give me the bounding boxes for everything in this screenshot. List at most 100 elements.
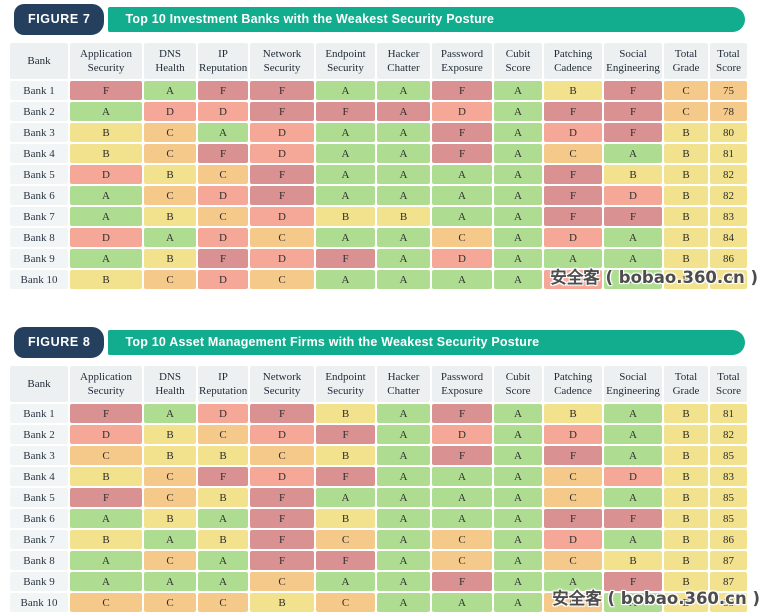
- grade-cell: F: [70, 81, 142, 100]
- total-score-cell: 85: [710, 509, 747, 528]
- grade-cell: F: [250, 509, 314, 528]
- grade-cell: F: [316, 467, 375, 486]
- column-header: Total Grade: [664, 366, 708, 402]
- table-row: Bank 7 A B C D B B A A F F B 83: [10, 207, 747, 226]
- grade-cell: B: [664, 593, 708, 612]
- grade-cell: A: [198, 551, 248, 570]
- grade-cell: F: [604, 81, 662, 100]
- grade-cell: B: [664, 270, 708, 289]
- bank-label: Bank 8: [10, 551, 68, 570]
- grade-cell: D: [198, 404, 248, 423]
- bank-label: Bank 2: [10, 102, 68, 121]
- grade-cell: B: [544, 404, 602, 423]
- grade-cell: A: [494, 551, 542, 570]
- grade-cell: A: [494, 228, 542, 247]
- grade-cell: F: [316, 425, 375, 444]
- bank-label: Bank 2: [10, 425, 68, 444]
- bank-label: Bank 4: [10, 144, 68, 163]
- grade-cell: A: [316, 123, 375, 142]
- column-header: Application Security: [70, 366, 142, 402]
- grade-cell: B: [198, 446, 248, 465]
- grade-cell: A: [432, 207, 492, 226]
- grade-cell: A: [316, 81, 375, 100]
- grade-cell: A: [377, 144, 430, 163]
- grade-cell: F: [432, 404, 492, 423]
- grade-cell: B: [664, 249, 708, 268]
- bank-label: Bank 5: [10, 165, 68, 184]
- bank-label: Bank 4: [10, 467, 68, 486]
- grade-cell: B: [316, 207, 375, 226]
- grade-cell: B: [664, 572, 708, 591]
- grade-cell: A: [198, 572, 248, 591]
- total-score-cell: 86: [710, 530, 747, 549]
- bank-label: Bank 3: [10, 123, 68, 142]
- grade-cell: A: [544, 572, 602, 591]
- grade-cell: B: [544, 81, 602, 100]
- grade-cell: D: [250, 207, 314, 226]
- bank-label: Bank 10: [10, 593, 68, 612]
- grade-cell: A: [70, 186, 142, 205]
- grade-cell: D: [544, 425, 602, 444]
- column-header: Password Exposure: [432, 366, 492, 402]
- table-row: Bank 4 B C F D A A F A C A B 81: [10, 144, 747, 163]
- grade-cell: F: [604, 572, 662, 591]
- grade-cell: A: [494, 509, 542, 528]
- header-row: Bank Application Security DNS Health IP Rep…: [10, 43, 747, 79]
- grade-cell: A: [377, 425, 430, 444]
- grade-cell: C: [250, 572, 314, 591]
- grade-cell: F: [250, 186, 314, 205]
- grade-cell: A: [494, 593, 542, 612]
- grade-cell: A: [316, 488, 375, 507]
- grade-cell: D: [70, 165, 142, 184]
- grade-cell: F: [70, 404, 142, 423]
- column-header: Network Security: [250, 366, 314, 402]
- grade-cell: A: [432, 165, 492, 184]
- grade-cell: A: [70, 551, 142, 570]
- grade-cell: D: [544, 530, 602, 549]
- grade-cell: A: [70, 509, 142, 528]
- bank-label: Bank 1: [10, 81, 68, 100]
- column-header: Hacker Chatter: [377, 43, 430, 79]
- grade-cell: A: [604, 144, 662, 163]
- column-header: Total Score: [710, 366, 747, 402]
- grade-cell: A: [316, 165, 375, 184]
- watermark-figure8: 安全客 ( bobao.360.cn ): [552, 589, 760, 608]
- grade-cell: A: [70, 207, 142, 226]
- column-header: Total Score: [710, 43, 747, 79]
- total-score-cell: 82: [710, 425, 747, 444]
- grade-cell: B: [250, 593, 314, 612]
- grade-cell: F: [250, 81, 314, 100]
- grade-cell: A: [144, 572, 196, 591]
- grade-cell: A: [377, 488, 430, 507]
- grade-cell: A: [377, 249, 430, 268]
- column-header: IP Reputation: [198, 366, 248, 402]
- table-row: Bank 2 A D D F F A D A F F C 78: [10, 102, 747, 121]
- grade-cell: D: [432, 102, 492, 121]
- grade-cell: C: [544, 144, 602, 163]
- grade-cell: F: [316, 102, 375, 121]
- grade-cell: A: [377, 228, 430, 247]
- grade-cell: D: [250, 123, 314, 142]
- grade-cell: A: [377, 165, 430, 184]
- column-header: Password Exposure: [432, 43, 492, 79]
- bank-label: Bank 6: [10, 186, 68, 205]
- grade-cell: B: [664, 446, 708, 465]
- grade-cell: D: [198, 270, 248, 289]
- grade-cell: C: [664, 81, 708, 100]
- total-score-cell: 87: [710, 572, 747, 591]
- grade-cell: C: [432, 551, 492, 570]
- grade-cell: F: [250, 102, 314, 121]
- table-row: Bank 3 B C A D A A F A D F B 80: [10, 123, 747, 142]
- grade-cell: A: [544, 249, 602, 268]
- total-score-cell: 83: [710, 467, 747, 486]
- grade-cell: A: [432, 593, 492, 612]
- grade-cell: D: [432, 425, 492, 444]
- table-row: Bank 8 A C A F F A C A C B B 87: [10, 551, 747, 570]
- grade-cell: B: [70, 144, 142, 163]
- grade-cell: C: [144, 123, 196, 142]
- grade-cell: F: [198, 249, 248, 268]
- bank-label: Bank 1: [10, 404, 68, 423]
- grade-cell: F: [544, 165, 602, 184]
- table-row: Bank 5 F C B F A A A A C A B 85: [10, 488, 747, 507]
- grade-cell: A: [604, 249, 662, 268]
